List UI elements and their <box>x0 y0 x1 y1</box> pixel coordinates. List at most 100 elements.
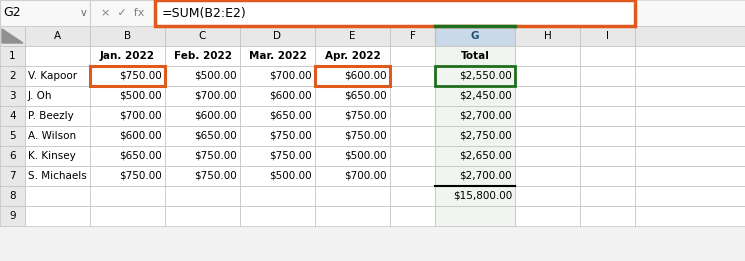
Text: P. Beezly: P. Beezly <box>28 111 74 121</box>
Bar <box>0 106 25 126</box>
Bar <box>90 0 155 26</box>
Text: $600.00: $600.00 <box>344 71 387 81</box>
Bar <box>580 86 635 106</box>
Bar <box>515 206 580 226</box>
Bar <box>165 46 240 66</box>
Text: $750.00: $750.00 <box>269 151 312 161</box>
Text: B: B <box>124 31 131 41</box>
Bar <box>390 106 435 126</box>
Text: $500.00: $500.00 <box>344 151 387 161</box>
Text: $650.00: $650.00 <box>194 131 237 141</box>
Text: $700.00: $700.00 <box>119 111 162 121</box>
Bar <box>90 46 165 66</box>
Text: $500.00: $500.00 <box>270 171 312 181</box>
Bar <box>90 26 165 46</box>
Bar <box>315 166 390 186</box>
Bar <box>635 106 745 126</box>
Bar <box>25 26 90 46</box>
Bar <box>515 26 580 46</box>
Text: $2,700.00: $2,700.00 <box>460 111 512 121</box>
Bar <box>435 46 515 66</box>
Text: $650.00: $650.00 <box>269 111 312 121</box>
Bar <box>240 126 315 146</box>
Text: 3: 3 <box>9 91 16 101</box>
Bar <box>435 66 515 86</box>
Text: H: H <box>544 31 551 41</box>
Bar <box>0 206 25 226</box>
Bar <box>515 126 580 146</box>
Bar <box>0 166 25 186</box>
Text: $750.00: $750.00 <box>194 151 237 161</box>
Bar <box>390 86 435 106</box>
Text: G: G <box>471 31 479 41</box>
Bar <box>390 146 435 166</box>
Text: Feb. 2022: Feb. 2022 <box>174 51 232 61</box>
Bar <box>635 126 745 146</box>
Bar <box>25 66 90 86</box>
Bar <box>515 166 580 186</box>
Bar <box>390 206 435 226</box>
Bar <box>580 126 635 146</box>
Text: $15,800.00: $15,800.00 <box>453 191 512 201</box>
Bar <box>315 86 390 106</box>
Text: $650.00: $650.00 <box>344 91 387 101</box>
Bar <box>515 146 580 166</box>
Bar <box>515 46 580 66</box>
Bar <box>90 146 165 166</box>
Bar <box>435 186 515 206</box>
Bar <box>25 86 90 106</box>
Text: S. Michaels: S. Michaels <box>28 171 86 181</box>
Bar <box>635 66 745 86</box>
Bar <box>315 46 390 66</box>
Text: 1: 1 <box>9 51 16 61</box>
Bar <box>165 26 240 46</box>
Bar <box>635 0 745 26</box>
Text: 6: 6 <box>9 151 16 161</box>
Bar <box>635 166 745 186</box>
Bar <box>90 126 165 146</box>
Bar <box>580 206 635 226</box>
Bar <box>315 106 390 126</box>
Bar <box>165 86 240 106</box>
Bar <box>635 46 745 66</box>
Text: $700.00: $700.00 <box>270 71 312 81</box>
Text: Total: Total <box>460 51 489 61</box>
Bar <box>580 166 635 186</box>
Text: Jan. 2022: Jan. 2022 <box>100 51 155 61</box>
Bar <box>25 46 90 66</box>
Polygon shape <box>2 29 23 43</box>
Bar <box>0 0 90 26</box>
Bar <box>315 66 390 86</box>
Bar <box>165 206 240 226</box>
Text: $600.00: $600.00 <box>194 111 237 121</box>
Text: $2,750.00: $2,750.00 <box>459 131 512 141</box>
Bar <box>515 106 580 126</box>
Bar <box>580 46 635 66</box>
Bar <box>435 106 515 126</box>
Bar <box>390 126 435 146</box>
Text: $700.00: $700.00 <box>344 171 387 181</box>
Text: $650.00: $650.00 <box>119 151 162 161</box>
Bar <box>315 126 390 146</box>
Bar <box>90 66 165 86</box>
Bar <box>90 86 165 106</box>
Bar <box>315 146 390 166</box>
Bar <box>635 146 745 166</box>
Text: F: F <box>410 31 416 41</box>
Text: $2,700.00: $2,700.00 <box>460 171 512 181</box>
Bar <box>390 186 435 206</box>
Text: $2,550.00: $2,550.00 <box>459 71 512 81</box>
Bar <box>240 166 315 186</box>
Bar <box>315 206 390 226</box>
Bar <box>0 46 25 66</box>
Bar <box>635 86 745 106</box>
Bar <box>315 26 390 46</box>
Bar <box>240 206 315 226</box>
Bar <box>165 166 240 186</box>
Bar <box>240 86 315 106</box>
Bar <box>165 186 240 206</box>
Text: 8: 8 <box>9 191 16 201</box>
Bar <box>90 186 165 206</box>
Bar <box>315 186 390 206</box>
Bar <box>435 146 515 166</box>
